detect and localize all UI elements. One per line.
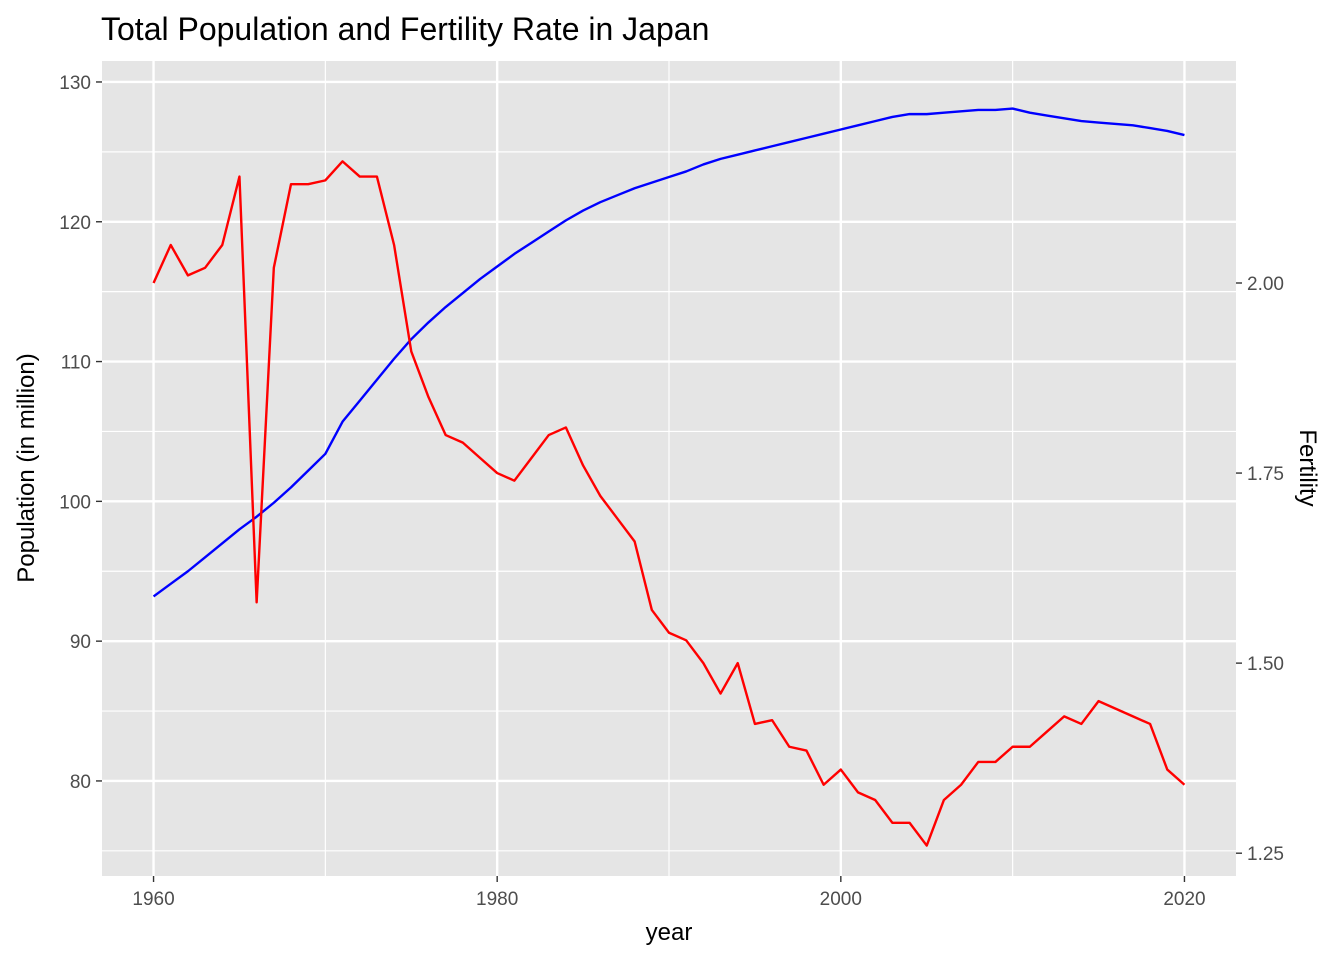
y-axis-title: Population (in million) xyxy=(13,353,40,582)
x-tick-label: 2020 xyxy=(1163,889,1205,910)
fertility-series-line xyxy=(152,160,1186,847)
x-tick-label: 1960 xyxy=(132,889,174,910)
grid-lines xyxy=(102,61,1236,876)
y2-tick-label: 2.00 xyxy=(1247,274,1284,295)
y2-tick-label: 1.75 xyxy=(1247,464,1284,485)
y-tick-label: 90 xyxy=(70,632,91,653)
axes: 1960 1980 2000 2020 80 90 100 110 120 130 1.25 1.50… xyxy=(59,73,1284,910)
y2-axis-title: Fertility xyxy=(1294,429,1321,506)
series-layer xyxy=(152,107,1186,847)
chart-title: Total Population and Fertility Rate in J… xyxy=(101,11,709,47)
y2-tick-label: 1.25 xyxy=(1247,844,1284,865)
y-tick-label: 130 xyxy=(59,73,91,94)
x-tick-label: 2000 xyxy=(820,889,862,910)
population-series-line xyxy=(152,107,1185,598)
y-tick-label: 120 xyxy=(59,213,91,234)
x-axis-title: year xyxy=(646,919,693,946)
y-tick-label: 110 xyxy=(61,353,91,374)
y-tick-label: 80 xyxy=(70,772,91,793)
y2-tick-label: 1.50 xyxy=(1247,654,1284,675)
y-tick-label: 100 xyxy=(59,492,91,513)
x-tick-label: 1980 xyxy=(476,889,518,910)
